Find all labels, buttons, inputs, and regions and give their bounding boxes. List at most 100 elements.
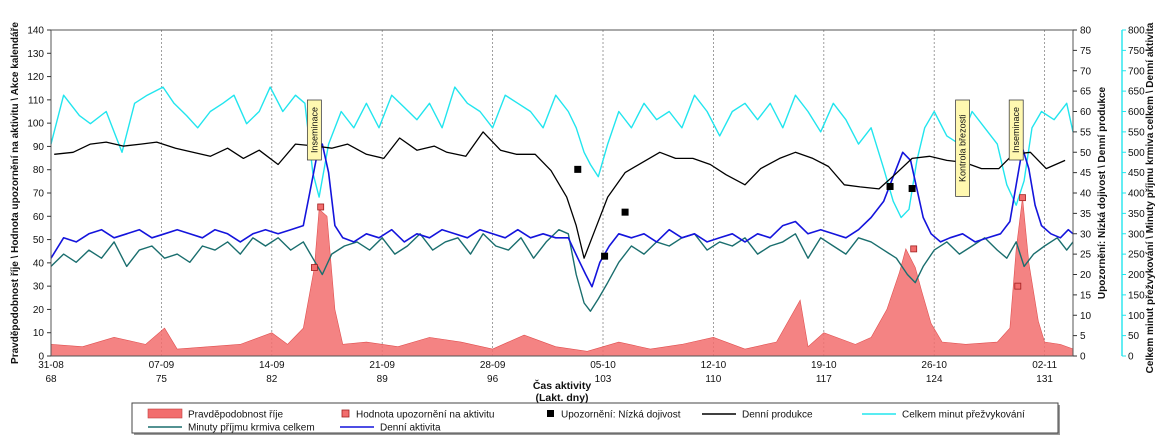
x-tick-date: 12-10 (701, 360, 727, 371)
activity-alert-marker (317, 203, 325, 211)
x-tick-date: 14-09 (259, 360, 285, 371)
x-tick-day: 96 (487, 374, 499, 385)
legend-item: Celkem minut přežvykování (862, 410, 1025, 421)
activity-alert-marker (1014, 282, 1022, 290)
calendar-annotation: Inseminace (1008, 99, 1024, 161)
x-tick-day: 103 (595, 374, 612, 385)
x-tick-day: 82 (266, 374, 278, 385)
left-tick-label: 130 (27, 49, 44, 60)
left-tick-label: 120 (27, 72, 44, 83)
x-tick-date: 02-11 (1032, 360, 1057, 371)
right2-tick-label: 250 (1128, 250, 1145, 261)
left-tick-label: 0 (38, 352, 44, 363)
left-tick-label: 80 (33, 165, 45, 176)
right2-tick-label: 700 (1128, 66, 1145, 77)
right1-tick-label: 80 (1080, 26, 1092, 37)
legend-item: Upozornění: Nízká dojivost (547, 410, 681, 421)
x-axis-title: Čas aktivity (533, 379, 592, 392)
right1-tick-label: 65 (1080, 87, 1092, 98)
x-tick-day: 75 (156, 374, 168, 385)
right2-tick-label: 450 (1128, 168, 1145, 179)
left-tick-label: 100 (27, 119, 44, 130)
low-yield-alert-marker (601, 252, 609, 260)
right2-tick-label: 50 (1128, 331, 1140, 342)
calendar-annotation: Inseminace (306, 99, 322, 161)
left-tick-label: 50 (33, 235, 45, 246)
annotation-box (1008, 99, 1024, 161)
right2-tick-label: 550 (1128, 127, 1145, 138)
x-tick-date: 19-10 (811, 360, 837, 371)
activity-alert-marker (310, 264, 318, 271)
x-tick-day: 131 (1036, 374, 1053, 385)
annotation-label: Inseminace (1011, 107, 1021, 153)
right1-tick-label: 15 (1080, 290, 1092, 301)
legend-swatch (547, 410, 554, 417)
x-tick-date: 05-10 (590, 360, 616, 371)
right2-tick-label: 300 (1128, 229, 1145, 240)
x-tick-day: 124 (926, 374, 943, 385)
right1-axis-title: Upozornění: Nízká dojivost \ Denní produ… (1097, 86, 1108, 299)
right2-axis-title: Celkem minut přežvykování \ Minuty příjm… (1145, 22, 1156, 373)
legend-box (131, 402, 1059, 434)
x-tick-date: 21-09 (369, 360, 395, 371)
left-tick-label: 10 (33, 328, 45, 339)
right2-tick-label: 500 (1128, 148, 1145, 159)
left-axis-title: Pravděpodobnost říje \ Hodnota upozorněn… (10, 22, 21, 364)
daily-production-line (54, 131, 1066, 259)
right2-tick-label: 750 (1128, 46, 1145, 57)
annotations-group: Inseminace Kontrola březosti Inseminace (306, 99, 1024, 197)
legend: Pravděpodobnost říje Hodnota upozornění n… (131, 402, 1060, 435)
annotation-label: Inseminace (309, 107, 319, 153)
activity-alert-marker (910, 245, 918, 253)
legend-label: Denní aktivita (380, 423, 441, 434)
x-tick-date: 31-08 (38, 360, 64, 371)
axes-group: 31-08 68 07-09 75 14-09 82 21-09 89 28-09 96 05-10… (10, 22, 1156, 404)
right2-tick-label: 600 (1128, 107, 1145, 118)
x-tick-date: 26-10 (921, 360, 947, 371)
x-tick-day: 110 (705, 374, 721, 385)
estrus-probability-series (50, 197, 1074, 357)
legend-label: Upozornění: Nízká dojivost (561, 410, 681, 421)
right1-tick-label: 10 (1080, 311, 1092, 322)
x-tick-day: 117 (816, 374, 832, 385)
annotation-label: Kontrola březosti (958, 114, 968, 182)
legend-swatch (147, 408, 183, 419)
legend-item: Pravděpodobnost říje (147, 408, 284, 421)
right2-tick-label: 650 (1128, 87, 1145, 98)
right1-tick-label: 35 (1080, 209, 1092, 220)
right1-tick-label: 40 (1080, 189, 1092, 200)
right2-tick-label: 400 (1128, 189, 1145, 200)
right1-tick-label: 45 (1080, 168, 1092, 179)
legend-item: Minuty příjmu krmiva celkem (148, 423, 315, 434)
estrus-probability-area (50, 197, 1074, 357)
legend-item: Hodnota upozornění na aktivitu (341, 410, 494, 421)
x-tick-date: 07-09 (149, 360, 175, 371)
legend-label: Pravděpodobnost říje (188, 410, 284, 421)
legend-item: Denní produkce (702, 410, 813, 421)
legend-label: Celkem minut přežvykování (902, 410, 1025, 421)
line-series-group (50, 86, 1074, 312)
rumination-line (50, 86, 1074, 219)
right1-tick-label: 75 (1080, 46, 1092, 57)
left-tick-label: 40 (33, 258, 45, 269)
right2-tick-label: 100 (1128, 311, 1145, 322)
right1-tick-label: 20 (1080, 270, 1092, 281)
annotation-box (955, 99, 970, 197)
right1-tick-label: 50 (1080, 148, 1092, 159)
right1-tick-label: 55 (1080, 127, 1092, 138)
left-tick-label: 140 (27, 26, 44, 37)
legend-item: Denní aktivita (340, 423, 441, 434)
right1-tick-label: 25 (1080, 250, 1092, 261)
left-tick-label: 90 (33, 142, 45, 153)
low-yield-alert-marker (574, 165, 582, 173)
right2-tick-label: 200 (1128, 270, 1145, 281)
x-tick-day: 89 (377, 374, 389, 385)
left-tick-label: 30 (33, 282, 45, 293)
feeding-line (50, 228, 1074, 312)
daily-activity-line (50, 143, 1074, 288)
x-axis-title: (Lakt. dny) (535, 392, 588, 404)
legend-label: Denní produkce (742, 410, 813, 421)
left-tick-label: 70 (33, 189, 45, 200)
right1-tick-label: 0 (1080, 352, 1086, 363)
